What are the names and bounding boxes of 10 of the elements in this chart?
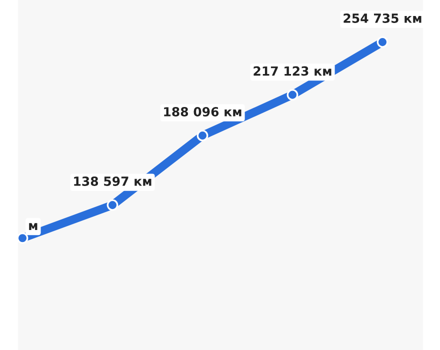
data-label: 217 123 км (254, 66, 332, 76)
point (18, 232, 28, 244)
point (286, 89, 298, 101)
point (106, 199, 118, 211)
data-label: м (29, 223, 38, 230)
point (196, 130, 208, 142)
data-label: 254 735 км (344, 14, 422, 23)
data-label: 138 597 км (74, 176, 152, 186)
point (376, 36, 388, 48)
data-label: 188 096 км (164, 107, 242, 116)
